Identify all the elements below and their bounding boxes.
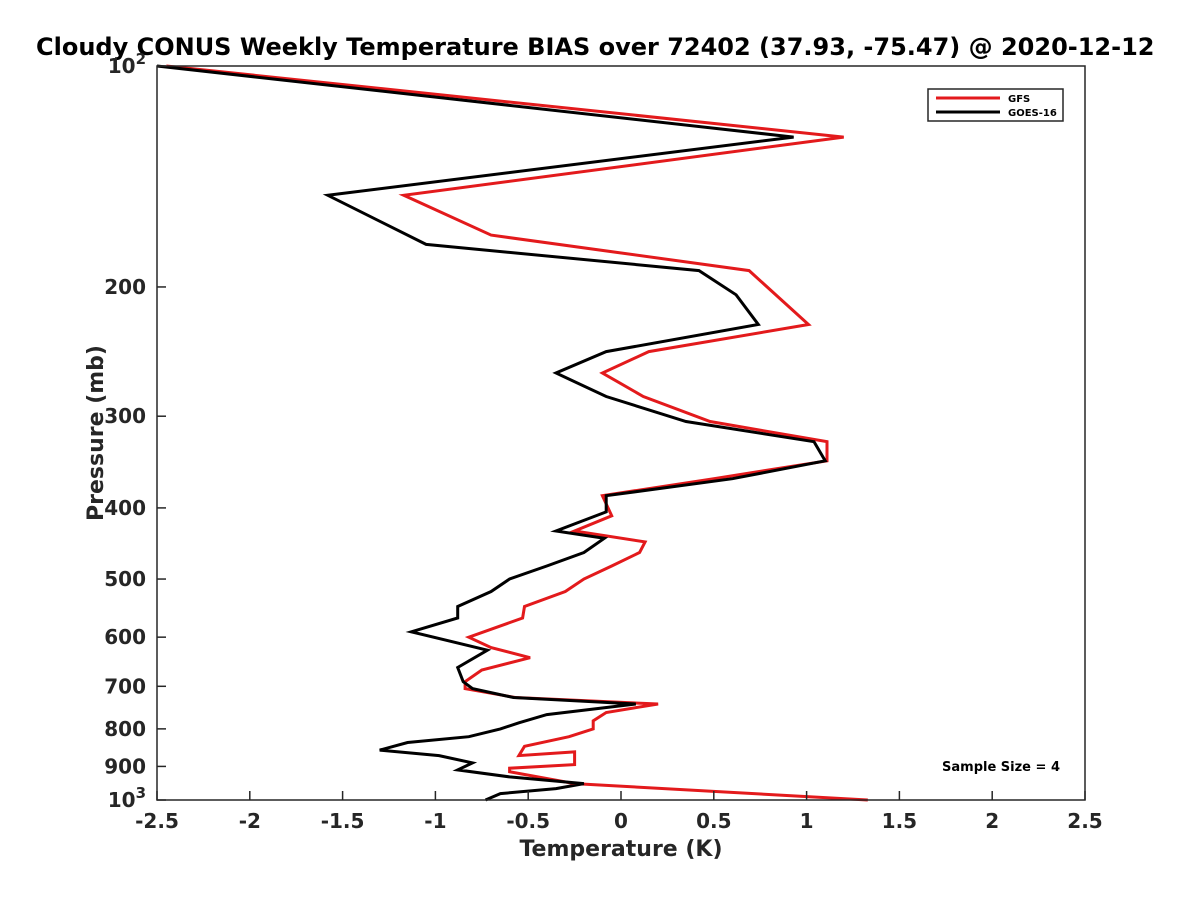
y-tick-label: 200 [104,275,146,299]
legend-label: GFS [1008,94,1030,105]
series-line-gfs [166,64,868,802]
y-tick-label: 900 [104,754,146,778]
plot-area: -2.5 -2 -1.5 -1 -0.5 0 0.5 1 1.5 2 2.5 102 200 300 40… [104,50,1102,833]
series-line-goes-16 [156,64,828,802]
x-tick-label: 2 [985,809,999,833]
y-tick-label: 500 [104,567,146,591]
y-tick-label: 103 [108,784,146,812]
y-tick-label: 800 [104,717,146,741]
x-axis-label: Temperature (K) [519,837,722,862]
x-tick-label: -2 [239,809,261,833]
legend-label: GOES-16 [1008,108,1057,119]
x-axis: -2.5 -2 -1.5 -1 -0.5 0 0.5 1 1.5 2 2.5 [135,791,1103,833]
x-tick-label: -1 [424,809,446,833]
y-tick-label: 300 [104,404,146,428]
x-tick-label: 0.5 [696,809,731,833]
sample-size-annotation: Sample Size = 4 [942,760,1060,775]
x-tick-label: -1.5 [321,809,365,833]
y-tick-label: 102 [108,50,146,78]
y-tick-label: 600 [104,625,146,649]
legend-box [927,88,1064,122]
y-tick-label: 400 [104,496,146,520]
y-axis: 102 200 300 400 500 600 700 800 900 103 [104,50,166,812]
x-tick-label: 1.5 [882,809,917,833]
chart-title: Cloudy CONUS Weekly Temperature BIAS ove… [36,33,1154,61]
x-tick-label: -0.5 [506,809,550,833]
legend: GFS GOES-16 [927,88,1064,122]
x-tick-label: 2.5 [1067,809,1102,833]
x-tick-label: 0 [614,809,628,833]
y-axis-label: Pressure (mb) [84,345,109,521]
x-tick-label: -2.5 [135,809,179,833]
x-tick-label: 1 [800,809,814,833]
y-tick-label: 700 [104,674,146,698]
series-layer [156,64,868,802]
